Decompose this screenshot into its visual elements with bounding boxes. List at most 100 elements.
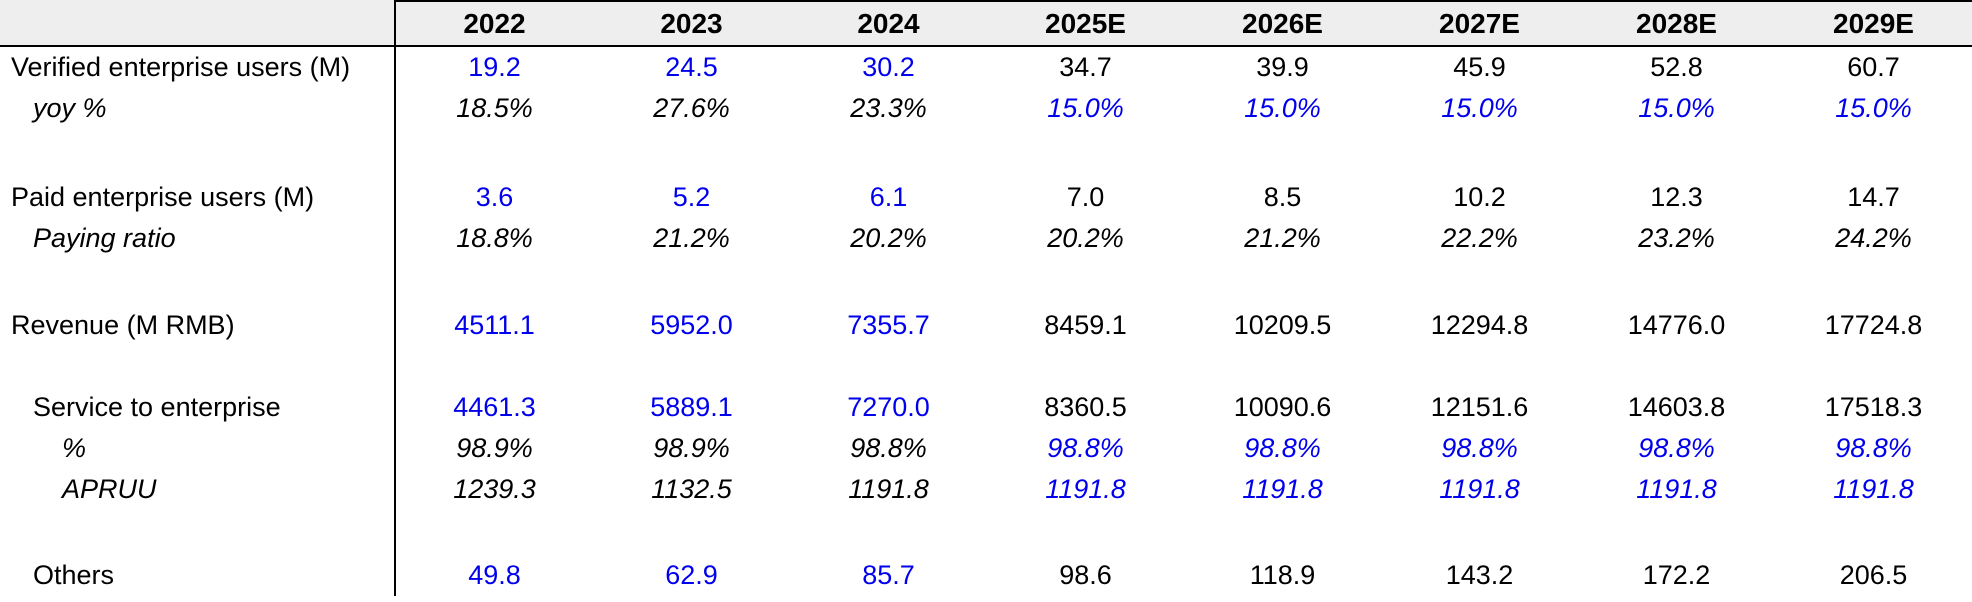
- table-cell: 15.0%: [1244, 93, 1321, 123]
- column-header: 2025E: [1045, 7, 1126, 39]
- table-cell: 1191.8: [1439, 474, 1520, 504]
- row-data-area: 18.5% 27.6% 23.3% 15.0% 15.0% 15.0% 15.0% 15.0%: [396, 88, 1972, 129]
- column-header: 2026E: [1242, 7, 1323, 39]
- spacer-row: [0, 510, 1972, 555]
- column-header: 2027E: [1439, 7, 1520, 39]
- table-cell: 39.9: [1256, 52, 1309, 82]
- table-cell: 98.8%: [1244, 433, 1321, 463]
- table-cell: 20.2%: [850, 223, 927, 253]
- spacer-label-cell: [0, 510, 396, 555]
- table-cell: 62.9: [665, 560, 718, 590]
- table-cell: 12151.6: [1430, 392, 1529, 422]
- row-data-area: 19.2 24.5 30.2 34.7 39.9 45.9 52.8 60.7: [396, 47, 1972, 88]
- column-header: 2028E: [1636, 7, 1717, 39]
- table-cell: 6.1: [869, 182, 908, 212]
- table-cell: 8.5: [1263, 182, 1302, 212]
- table-cell: 7270.0: [847, 392, 930, 422]
- table-cell: 3.6: [475, 182, 514, 212]
- table-row: APRUU 1239.3 1132.5 1191.8 1191.8 1191.8 1191.…: [0, 469, 1972, 510]
- table-cell: 20.2%: [1047, 223, 1124, 253]
- table-cell: 24.5: [665, 52, 718, 82]
- row-label: Service to enterprise: [0, 387, 396, 428]
- spacer-row: [0, 346, 1972, 387]
- row-data-area: 1239.3 1132.5 1191.8 1191.8 1191.8 1191.8 1191…: [396, 469, 1972, 510]
- table-cell: 14776.0: [1627, 310, 1726, 340]
- table-cell: 8459.1: [1044, 310, 1127, 340]
- spacer-data-area: [396, 129, 1972, 177]
- spacer-label-cell: [0, 346, 396, 387]
- table-cell: 23.2%: [1638, 223, 1715, 253]
- table-cell: 15.0%: [1835, 93, 1912, 123]
- table-cell: 4511.1: [454, 310, 535, 340]
- table-cell: 7355.7: [847, 310, 930, 340]
- table-cell: 5952.0: [650, 310, 733, 340]
- spacer-label-cell: [0, 129, 396, 177]
- table-cell: 24.2%: [1835, 223, 1912, 253]
- table-cell: 85.7: [862, 560, 915, 590]
- table-cell: 10209.5: [1233, 310, 1332, 340]
- table-cell: 5889.1: [650, 392, 733, 422]
- table-cell: 98.8%: [1047, 433, 1124, 463]
- spacer-row: [0, 129, 1972, 177]
- row-label: Revenue (M RMB): [0, 305, 396, 346]
- column-header: 2022: [463, 7, 526, 39]
- table-cell: 4461.3: [453, 392, 536, 422]
- table-cell: 17724.8: [1824, 310, 1923, 340]
- row-label: Paying ratio: [0, 218, 396, 259]
- table-cell: 45.9: [1453, 52, 1506, 82]
- table-cell: 21.2%: [653, 223, 730, 253]
- table-cell: 10090.6: [1233, 392, 1332, 422]
- table-cell: 1132.5: [651, 474, 732, 504]
- table-row: Paying ratio 18.8% 21.2% 20.2% 20.2% 21.2% 22.…: [0, 218, 1972, 259]
- table-cell: 19.2: [468, 52, 521, 82]
- spacer-row: [0, 259, 1972, 305]
- column-header: 2029E: [1833, 7, 1914, 39]
- column-header: 2024: [857, 7, 920, 39]
- table-cell: 1191.8: [848, 474, 929, 504]
- table-cell: 15.0%: [1441, 93, 1518, 123]
- table-cell: 1239.3: [453, 474, 536, 504]
- table-body: Verified enterprise users (M) 19.2 24.5 30.…: [0, 47, 1972, 596]
- table-row: Paid enterprise users (M) 3.6 5.2 6.1 7.0 8.5…: [0, 177, 1972, 218]
- header-cells: 2022 2023 2024 2025E 2026E 2027E 2028E 2029E: [396, 0, 1972, 45]
- table-cell: 143.2: [1445, 560, 1514, 590]
- table-cell: 23.3%: [850, 93, 927, 123]
- table-cell: 8360.5: [1044, 392, 1127, 422]
- table-row: Service to enterprise 4461.3 5889.1 7270.0 8…: [0, 387, 1972, 428]
- table-row: yoy % 18.5% 27.6% 23.3% 15.0% 15.0% 15.0% 15.0%…: [0, 88, 1972, 129]
- table-cell: 17518.3: [1824, 392, 1923, 422]
- table-cell: 27.6%: [653, 93, 730, 123]
- row-label: APRUU: [0, 469, 396, 510]
- table-cell: 98.8%: [1638, 433, 1715, 463]
- table-cell: 60.7: [1847, 52, 1900, 82]
- table-cell: 12294.8: [1430, 310, 1529, 340]
- table-cell: 21.2%: [1244, 223, 1321, 253]
- row-data-area: 49.8 62.9 85.7 98.6 118.9 143.2 172.2 206.5: [396, 555, 1972, 596]
- table-cell: 98.9%: [456, 433, 533, 463]
- table-cell: 10.2: [1453, 182, 1506, 212]
- table-header-row: 2022 2023 2024 2025E 2026E 2027E 2028E 2029E: [0, 0, 1972, 47]
- row-data-area: 3.6 5.2 6.1 7.0 8.5 10.2 12.3 14.7: [396, 177, 1972, 218]
- table-cell: 98.9%: [653, 433, 730, 463]
- table-cell: 30.2: [862, 52, 915, 82]
- table-row: Revenue (M RMB) 4511.1 5952.0 7355.7 8459.1 1…: [0, 305, 1972, 346]
- row-data-area: 4461.3 5889.1 7270.0 8360.5 10090.6 12151.6 14…: [396, 387, 1972, 428]
- table-cell: 98.8%: [850, 433, 927, 463]
- table-row: Verified enterprise users (M) 19.2 24.5 30.…: [0, 47, 1972, 88]
- table-cell: 52.8: [1650, 52, 1703, 82]
- table-cell: 172.2: [1642, 560, 1711, 590]
- row-label: %: [0, 428, 396, 469]
- spacer-data-area: [396, 510, 1972, 555]
- table-cell: 1191.8: [1833, 474, 1914, 504]
- spacer-label-cell: [0, 259, 396, 305]
- spacer-data-area: [396, 346, 1972, 387]
- corner-cell: [0, 0, 396, 45]
- table-cell: 1191.8: [1045, 474, 1126, 504]
- table-cell: 22.2%: [1441, 223, 1518, 253]
- table-cell: 7.0: [1066, 182, 1105, 212]
- table-cell: 15.0%: [1638, 93, 1715, 123]
- row-data-area: 98.9% 98.9% 98.8% 98.8% 98.8% 98.8% 98.8% 98.8%: [396, 428, 1972, 469]
- spacer-data-area: [396, 259, 1972, 305]
- table-cell: 98.6: [1059, 560, 1112, 590]
